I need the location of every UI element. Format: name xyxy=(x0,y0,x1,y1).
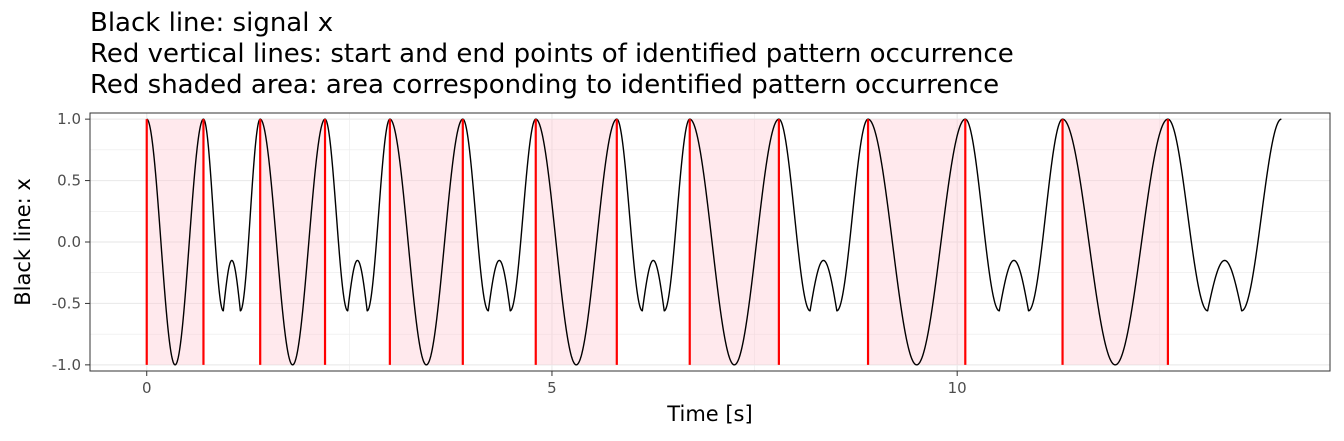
title-line-2: Red vertical lines: start and end points… xyxy=(90,39,1014,69)
pattern-shaded-area-6 xyxy=(868,119,966,365)
signal-line xyxy=(146,118,1282,366)
pattern-boundary-lines xyxy=(145,119,1170,365)
title-line-1: Black line: signal x xyxy=(90,8,333,38)
chart-title: Black line: signal x Red vertical lines:… xyxy=(90,8,1014,100)
y-tick-label: -0.5 xyxy=(52,294,81,312)
pattern-shaded-areas xyxy=(146,119,1168,365)
signal-series xyxy=(146,118,1282,366)
y-tick-label: -1.0 xyxy=(52,356,81,374)
pattern-shaded-area-4 xyxy=(535,119,617,365)
x-tick-label: 5 xyxy=(547,379,557,397)
y-tick-label: 0.0 xyxy=(57,233,81,251)
pattern-shaded-area-3 xyxy=(389,119,463,365)
pattern-shaded-area-2 xyxy=(260,119,326,365)
x-axis-title: Time [s] xyxy=(666,402,752,426)
y-tick-label: 0.5 xyxy=(57,172,81,190)
y-tick-label: 1.0 xyxy=(57,110,81,128)
x-tick-label: 10 xyxy=(948,379,967,397)
y-axis-title: Black line: x xyxy=(11,178,35,306)
pattern-shaded-area-1 xyxy=(146,119,204,365)
pattern-shaded-area-5 xyxy=(689,119,779,365)
pattern-shaded-area-7 xyxy=(1062,119,1168,365)
x-tick-label: 0 xyxy=(142,379,152,397)
title-line-3: Red shaded area: area corresponding to i… xyxy=(90,70,999,100)
axes: 0 5 10 1.0 0.5 0.0 -0.5 -1.0 xyxy=(52,110,967,397)
